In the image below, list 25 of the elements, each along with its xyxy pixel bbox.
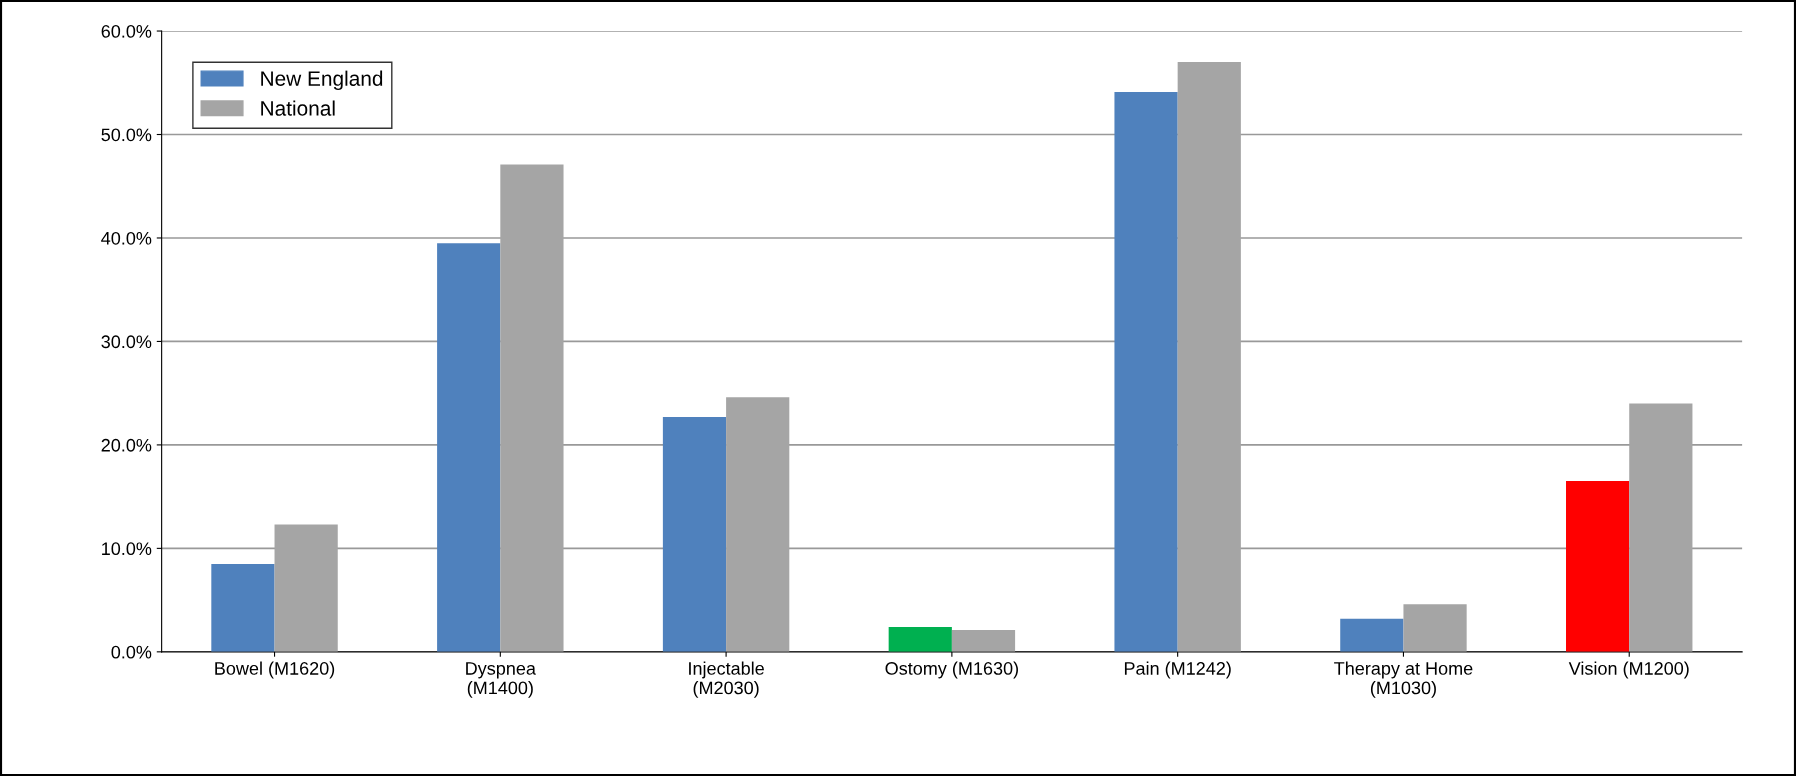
x-tick-label: Bowel (M1620)	[215, 661, 335, 679]
x-tick-label: Ostomy (M1630)	[885, 661, 1018, 679]
bar	[1114, 92, 1178, 652]
bar	[662, 416, 727, 652]
bar	[951, 630, 1016, 652]
legend-label: New England	[261, 70, 383, 91]
x-tick-label: Vision (M1200)	[1568, 661, 1689, 679]
y-tick-label: 10.0%	[102, 542, 152, 556]
y-tick-label: 40.0%	[101, 231, 152, 245]
legend-label: National	[261, 100, 335, 116]
y-tick-label: 0.0%	[111, 645, 152, 659]
x-tick-label: Pain (M1242)	[1124, 661, 1231, 679]
bar	[1403, 604, 1467, 652]
y-tick-label: 20.0%	[101, 438, 152, 452]
bar	[437, 243, 501, 652]
x-tick-label: Therapy at Home (M1030)	[1334, 661, 1473, 698]
y-tick-label: 50.0%	[101, 128, 152, 142]
x-tick-label: Injectable (M2030)	[689, 661, 764, 698]
bar	[1340, 618, 1404, 652]
y-tick-label: 60.0%	[101, 24, 152, 38]
bar	[1566, 481, 1630, 652]
bar	[211, 563, 275, 652]
y-tick-label: 30.0%	[101, 335, 152, 349]
x-tick-label: Dyspnea (M1400)	[466, 662, 536, 698]
bar	[888, 627, 952, 652]
